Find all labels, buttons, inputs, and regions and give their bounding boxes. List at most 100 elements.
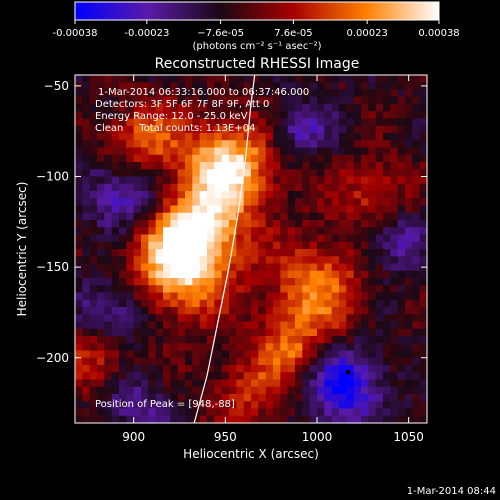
heatmap-cell (111, 415, 120, 424)
heatmap-cell (126, 111, 135, 120)
heatmap-cell (133, 75, 142, 83)
heatmap-cell (89, 372, 98, 381)
heatmap-cell (324, 154, 333, 163)
heatmap-cell (243, 154, 252, 163)
heatmap-cell (412, 299, 421, 308)
heatmap-cell (207, 249, 215, 257)
heatmap-cell (302, 125, 311, 134)
heatmap-cell (251, 379, 259, 388)
heatmap-cell (133, 379, 142, 388)
heatmap-cell (405, 249, 413, 257)
heatmap-cell (177, 350, 186, 359)
heatmap-cell (390, 133, 399, 141)
heatmap-cell (243, 372, 252, 381)
heatmap-cell (295, 379, 303, 388)
heatmap-cell (111, 372, 120, 381)
heatmap-cell (280, 96, 289, 105)
heatmap-cell (331, 350, 340, 359)
heatmap-cell (170, 133, 179, 141)
heatmap-cell (309, 162, 318, 170)
heatmap-cell (126, 183, 135, 192)
heatmap-cell (243, 249, 252, 257)
heatmap-cell (207, 357, 215, 366)
heatmap-cell (155, 125, 164, 134)
heatmap-cell (229, 220, 237, 228)
heatmap-cell (148, 299, 157, 308)
heatmap-cell (185, 401, 193, 410)
heatmap-cell (346, 343, 355, 352)
heatmap-cell (419, 227, 428, 236)
heatmap-cell (361, 191, 369, 199)
heatmap-cell (192, 241, 201, 250)
heatmap-cell (331, 307, 340, 315)
heatmap-cell (353, 82, 362, 91)
heatmap-cell (346, 256, 355, 265)
heatmap-cell (412, 379, 421, 388)
heatmap-cell (287, 140, 296, 149)
heatmap-cell (353, 256, 362, 265)
heatmap-cell (214, 241, 223, 250)
heatmap-cell (375, 307, 384, 315)
heatmap-cell (229, 140, 237, 149)
heatmap-cell (126, 234, 135, 243)
heatmap-cell (199, 162, 208, 170)
heatmap-cell (346, 249, 355, 257)
heatmap-cell (243, 75, 252, 83)
colorbar-units: (photons cm⁻² s⁻¹ asec⁻²) (192, 41, 321, 52)
heatmap-cell (221, 241, 230, 250)
heatmap-cell (119, 205, 127, 214)
heatmap-cell (390, 140, 399, 149)
heatmap-cell (89, 365, 98, 373)
heatmap-cell (273, 372, 281, 381)
heatmap-cell (126, 140, 135, 149)
heatmap-cell (111, 176, 120, 185)
heatmap-cell (229, 379, 237, 388)
heatmap-cell (192, 386, 201, 395)
heatmap-cell (309, 89, 318, 98)
heatmap-cell (185, 205, 193, 214)
heatmap-cell (141, 321, 149, 330)
heatmap-cell (339, 328, 347, 337)
heatmap-cell (361, 336, 369, 344)
heatmap-cell (383, 357, 391, 366)
heatmap-cell (346, 321, 355, 330)
heatmap-cell (126, 220, 135, 228)
heatmap-cell (155, 227, 164, 236)
heatmap-cell (133, 386, 142, 395)
heatmap-cell (126, 82, 135, 91)
heatmap-cell (397, 263, 406, 272)
heatmap-cell (317, 415, 325, 424)
heatmap-cell (309, 75, 318, 83)
heatmap-cell (192, 401, 201, 410)
heatmap-cell (104, 162, 113, 170)
heatmap-cell (251, 263, 259, 272)
heatmap-cell (170, 307, 179, 315)
heatmap-cell (251, 89, 259, 98)
heatmap-cell (251, 249, 259, 257)
heatmap-cell (148, 82, 157, 91)
heatmap-cell (229, 256, 237, 265)
heatmap-cell (280, 314, 289, 323)
heatmap-cell (405, 89, 413, 98)
heatmap-cell (177, 169, 186, 178)
heatmap-cell (353, 89, 362, 98)
heatmap-cell (163, 140, 171, 149)
heatmap-cell (287, 125, 296, 134)
heatmap-cell (75, 104, 83, 112)
heatmap-cell (192, 205, 201, 214)
heatmap-cell (346, 401, 355, 410)
heatmap-cell (302, 278, 311, 286)
heatmap-cell (405, 169, 413, 178)
heatmap-cell (119, 133, 127, 141)
heatmap-cells (75, 75, 428, 424)
heatmap-cell (368, 212, 377, 221)
heatmap-cell (258, 176, 267, 185)
heatmap-cell (346, 191, 355, 199)
heatmap-cell (141, 191, 149, 199)
heatmap-cell (324, 191, 333, 199)
heatmap-cell (177, 336, 186, 344)
heatmap-cell (339, 278, 347, 286)
heatmap-cell (214, 147, 223, 156)
heatmap-cell (397, 118, 406, 127)
heatmap-cell (368, 357, 377, 366)
